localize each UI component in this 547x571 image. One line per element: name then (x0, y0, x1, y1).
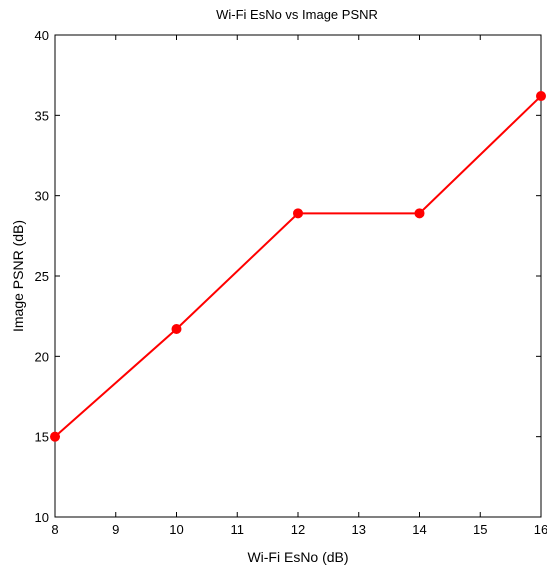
x-tick-label: 15 (473, 522, 487, 537)
y-tick-label: 10 (35, 510, 49, 525)
plot-frame (54, 34, 542, 518)
x-tick-label: 14 (412, 522, 426, 537)
data-point (414, 208, 425, 219)
y-tick-label: 15 (35, 430, 49, 445)
x-tick-label: 12 (291, 522, 305, 537)
series-group (50, 91, 546, 442)
series-line (54, 95, 542, 438)
x-tick-label: 10 (169, 522, 183, 537)
y-tick-label: 25 (35, 269, 49, 284)
y-tick-label: 35 (35, 108, 49, 123)
chart-title: Wi-Fi EsNo vs Image PSNR (216, 7, 378, 22)
x-axis-label: Wi-Fi EsNo (dB) (247, 549, 348, 565)
y-axis-label: Image PSNR (dB) (10, 220, 26, 332)
y-tick-label: 40 (35, 28, 49, 43)
y-tick-label: 30 (35, 189, 49, 204)
x-tick-label: 16 (534, 522, 547, 537)
data-point (50, 431, 60, 442)
x-tick-label: 9 (112, 522, 119, 537)
data-point (536, 91, 546, 102)
data-point (293, 208, 303, 219)
x-tick-label: 8 (51, 522, 58, 537)
x-tick-label: 11 (231, 522, 245, 537)
x-tick-label: 13 (352, 522, 366, 537)
y-tick-label: 20 (35, 349, 49, 364)
data-point (171, 324, 182, 335)
ticks: 8 9 10 11 12 13 14 15 16 10 15 20 25 30 35 40 (35, 28, 547, 537)
